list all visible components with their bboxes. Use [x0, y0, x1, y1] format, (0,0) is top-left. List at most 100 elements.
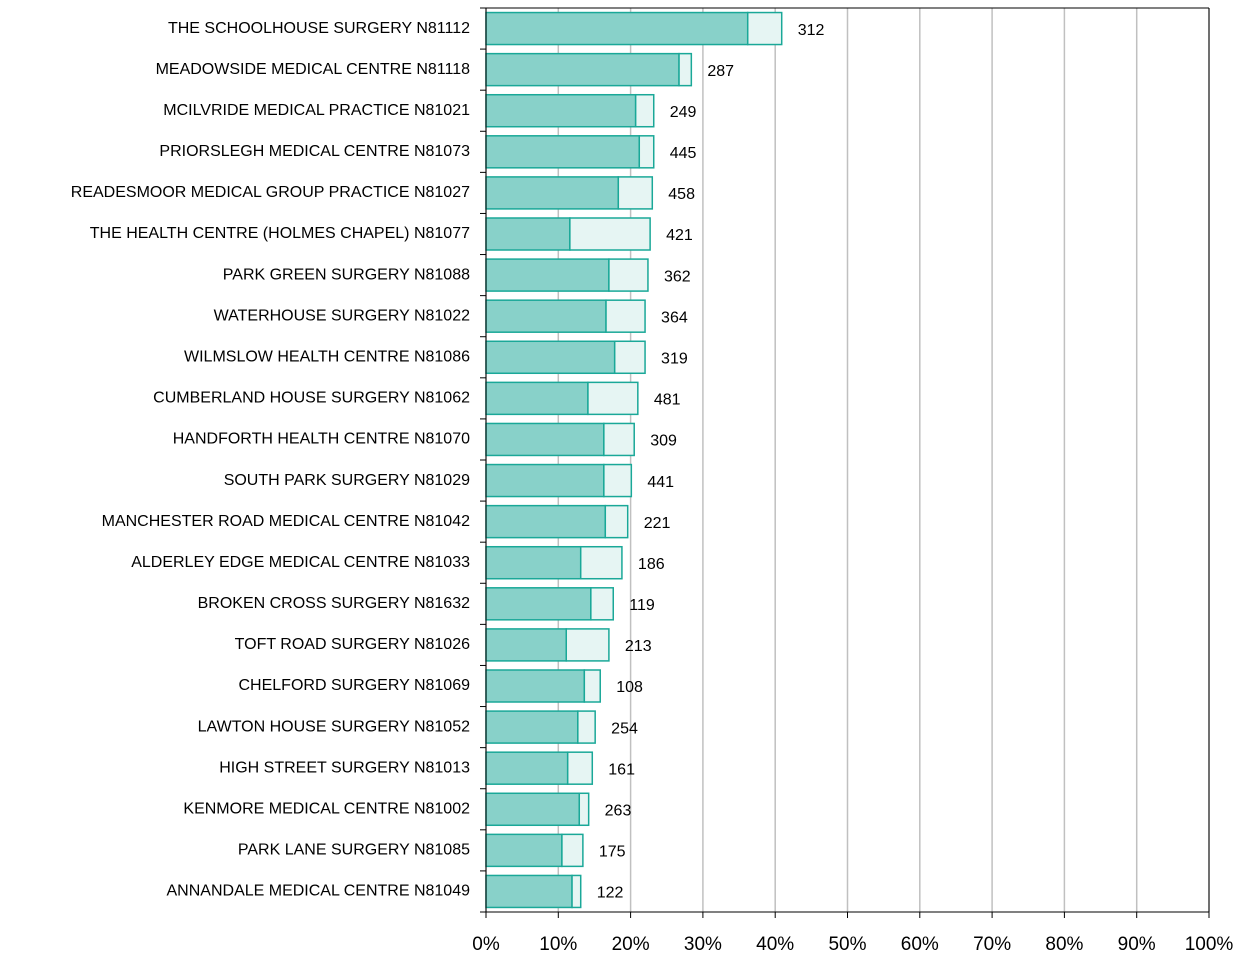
bar-segment	[638, 135, 655, 169]
x-tick-label: 80%	[1045, 934, 1083, 955]
bar-segment	[485, 710, 579, 744]
y-tick-label: HIGH STREET SURGERY N81013	[219, 759, 470, 776]
bar-label: 312	[798, 22, 825, 39]
bar-segment	[603, 422, 635, 457]
bar-label: 119	[629, 597, 655, 614]
bar-label: 441	[647, 474, 674, 491]
bar-segment	[485, 504, 607, 539]
x-tick-label: 70%	[973, 934, 1011, 955]
x-tick-label: 60%	[901, 934, 939, 955]
x-tick-label: 0%	[472, 934, 500, 955]
bar-segment	[485, 874, 573, 909]
y-tick-label: THE SCHOOLHOUSE SURGERY N81112	[168, 20, 470, 37]
y-tick-label: BROKEN CROSS SURGERY N81632	[198, 595, 471, 612]
bar-segment	[603, 463, 633, 498]
x-tick-label: 20%	[612, 934, 650, 955]
x-tick-label: 40%	[756, 934, 794, 955]
bar-label: 364	[661, 309, 688, 326]
bar-segment	[578, 792, 590, 827]
bar-label: 445	[670, 145, 697, 162]
bar-segment	[571, 874, 582, 909]
bar-segment	[569, 217, 651, 251]
y-tick-label: ANNANDALE MEDICAL CENTRE N81049	[167, 883, 471, 900]
y-tick-label: MCILVRIDE MEDICAL PRACTICE N81021	[163, 102, 470, 119]
bar-segment	[485, 545, 582, 580]
bar-segment	[678, 52, 693, 87]
y-tick-label: TOFT ROAD SURGERY N81026	[235, 636, 470, 653]
y-tick-label: THE HEALTH CENTRE (HOLMES CHAPEL) N81077	[90, 225, 470, 242]
bar-label: 287	[707, 63, 734, 80]
bar-segment	[485, 381, 589, 416]
bar-segment	[485, 463, 605, 498]
bar-segment	[485, 258, 610, 292]
y-tick-label: CHELFORD SURGERY N81069	[239, 677, 471, 694]
bar-label: 481	[654, 392, 681, 409]
bar-label: 221	[644, 515, 671, 532]
bar-label: 108	[616, 679, 643, 696]
y-tick-label: WILMSLOW HEALTH CENTRE N81086	[184, 348, 470, 365]
bar-segment	[485, 628, 568, 662]
y-tick-label: LAWTON HOUSE SURGERY N81052	[198, 718, 470, 735]
bar-label: 362	[664, 268, 691, 285]
bar-segment	[583, 669, 601, 703]
bar-segment	[590, 587, 614, 621]
bar-segment	[565, 628, 610, 662]
bar-segment	[613, 340, 646, 375]
bar-label: 319	[661, 350, 688, 367]
bar-label: 161	[608, 761, 635, 778]
bar-segment	[485, 669, 586, 703]
bar-segment	[579, 545, 623, 580]
bar-segment	[485, 340, 616, 375]
bar-label: 122	[597, 885, 624, 902]
bar-segment	[485, 11, 749, 46]
bar-segment	[604, 504, 629, 539]
bar-segment	[485, 217, 571, 251]
bar-segment	[485, 135, 641, 169]
bar-segment	[605, 299, 646, 333]
bar-segment	[485, 52, 680, 87]
bar-segment	[485, 792, 581, 827]
x-tick-label: 100%	[1185, 934, 1234, 955]
bar-segment	[485, 422, 605, 457]
bar-segment	[485, 587, 592, 621]
bar-segment	[634, 93, 655, 128]
bar-segment	[485, 299, 607, 333]
bar-label: 263	[605, 802, 632, 819]
bar-segment	[566, 751, 594, 785]
bar-label: 175	[599, 844, 626, 861]
bar-label: 421	[666, 227, 693, 244]
y-tick-label: READESMOOR MEDICAL GROUP PRACTICE N81027	[71, 184, 470, 201]
bar-label: 458	[668, 186, 695, 203]
bar-segment	[485, 93, 637, 128]
bar-segment	[485, 176, 620, 210]
x-tick-label: 50%	[828, 934, 866, 955]
y-tick-label: MEADOWSIDE MEDICAL CENTRE N81118	[156, 61, 471, 78]
bar-segment	[587, 381, 639, 416]
bar-label: 186	[638, 556, 665, 573]
bar-label: 309	[650, 433, 677, 450]
bar-label: 213	[625, 638, 652, 655]
x-tick-label: 90%	[1118, 934, 1156, 955]
bar-segment	[561, 833, 584, 868]
y-tick-label: PRIORSLEGH MEDICAL CENTRE N81073	[159, 143, 470, 160]
bar-segment	[746, 11, 783, 46]
bar-segment	[608, 258, 649, 292]
y-tick-label: KENMORE MEDICAL CENTRE N81002	[183, 800, 470, 817]
bar-segment	[577, 710, 596, 744]
bar-segment	[485, 833, 563, 868]
x-tick-label: 10%	[539, 934, 577, 955]
bar-label: 254	[611, 720, 638, 737]
y-tick-label: MANCHESTER ROAD MEDICAL CENTRE N81042	[102, 513, 470, 530]
y-tick-label: ALDERLEY EDGE MEDICAL CENTRE N81033	[131, 554, 470, 571]
y-tick-label: CUMBERLAND HOUSE SURGERY N81062	[153, 390, 470, 407]
bar-segment	[485, 751, 569, 785]
y-tick-label: PARK LANE SURGERY N81085	[238, 842, 470, 859]
bar-segment	[617, 176, 654, 210]
bar-label: 249	[670, 104, 697, 121]
x-tick-label: 30%	[684, 934, 722, 955]
y-tick-label: SOUTH PARK SURGERY N81029	[224, 472, 470, 489]
y-tick-label: HANDFORTH HEALTH CENTRE N81070	[173, 431, 470, 448]
y-tick-label: WATERHOUSE SURGERY N81022	[214, 307, 470, 324]
y-tick-label: PARK GREEN SURGERY N81088	[223, 266, 470, 283]
